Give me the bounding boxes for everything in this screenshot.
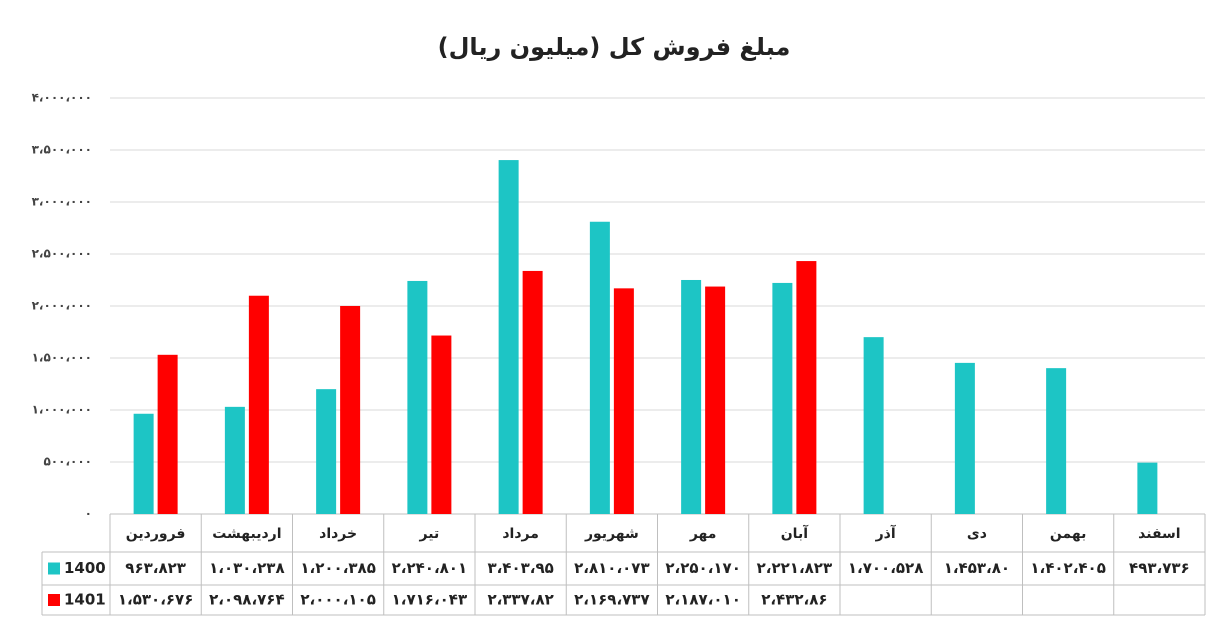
bar [1137,462,1158,514]
y-tick-label: ۲،۵۰۰،۰۰۰ [32,247,92,261]
x-tick-label: شهریور [584,526,639,542]
y-tick-label: ۱،۰۰۰،۰۰۰ [32,403,92,417]
y-tick-label: ۳،۵۰۰،۰۰۰ [32,143,92,157]
table-cell: ۲،۰۰۰،۱۰۵ [300,591,375,609]
bar [613,288,634,514]
y-tick-label: ۲،۰۰۰،۰۰۰ [32,299,92,313]
x-tick-label: دی [967,526,987,542]
bar [157,354,178,514]
bar [705,286,726,514]
bar [340,305,361,514]
table-cell: ۴۹۳،۷۳۶ [1129,559,1190,577]
table-cell: ۹۶۳،۸۲۳ [125,559,186,577]
x-tick-label: تیر [419,526,440,542]
x-tick-label: مرداد [502,526,539,542]
y-tick-label: ۵۰۰،۰۰۰ [43,455,92,469]
x-tick-label: مهر [689,526,717,542]
bar [498,160,519,514]
x-tick-label: آبان [781,524,809,542]
bar [954,362,975,514]
bar [522,270,543,514]
legend-swatch [48,594,60,606]
x-tick-label: اردیبهشت [212,526,281,542]
y-tick-label: ۰ [85,507,92,521]
table-cell: ۱،۷۱۶،۰۴۳ [392,591,467,609]
table-cell: ۲،۱۸۷،۰۱۰ [665,591,740,609]
table-cell: ۱،۲۰۰،۳۸۵ [300,559,375,577]
x-tick-label: خرداد [319,526,357,542]
table-cell: ۲،۳۳۷،۸۲ [487,591,553,609]
bar [431,335,452,514]
legend-label: 1400 [64,559,106,577]
table-cell: ۱،۴۰۲،۴۰۵ [1030,559,1105,577]
bar [772,282,793,514]
bar [248,295,269,514]
table-cell: ۳،۴۰۳،۹۵ [487,559,553,577]
bar [589,221,610,514]
x-tick-label: فروردین [126,526,186,542]
x-tick-label: اسفند [1138,526,1180,542]
y-tick-label: ۳،۰۰۰،۰۰۰ [32,195,92,209]
bar [407,280,428,514]
x-tick-label: آذر [875,524,897,542]
legend-swatch [48,562,60,575]
bar [224,406,245,514]
bar [1046,368,1067,514]
table-cell: ۱،۴۵۳،۸۰ [944,559,1010,577]
table-cell: ۲،۰۹۸،۷۶۴ [209,591,284,609]
legend-label: 1401 [64,591,106,609]
bar [863,337,884,514]
table-cell: ۱،۵۳۰،۶۷۶ [118,591,193,609]
table-cell: ۲،۲۲۱،۸۲۳ [757,559,832,577]
bar [316,389,337,514]
x-tick-label: بهمن [1050,526,1086,542]
table-cell: ۲،۸۱۰،۰۷۳ [574,559,649,577]
bar [681,279,702,514]
bar [133,413,154,514]
chart-title: مبلغ فروش کل (میلیون ریال) [438,33,791,61]
table-cell: ۲،۲۴۰،۸۰۱ [392,559,467,577]
y-tick-label: ۴،۰۰۰،۰۰۰ [32,91,92,105]
bar [796,261,817,514]
y-tick-label: ۱،۵۰۰،۰۰۰ [32,351,92,365]
table-cell: ۲،۲۵۰،۱۷۰ [665,559,740,577]
table-cell: ۱،۷۰۰،۵۲۸ [848,559,923,577]
table-cell: ۲،۴۳۲،۸۶ [761,591,827,609]
table-cell: ۱،۰۳۰،۲۳۸ [209,559,284,577]
table-cell: ۲،۱۶۹،۷۳۷ [574,591,649,609]
